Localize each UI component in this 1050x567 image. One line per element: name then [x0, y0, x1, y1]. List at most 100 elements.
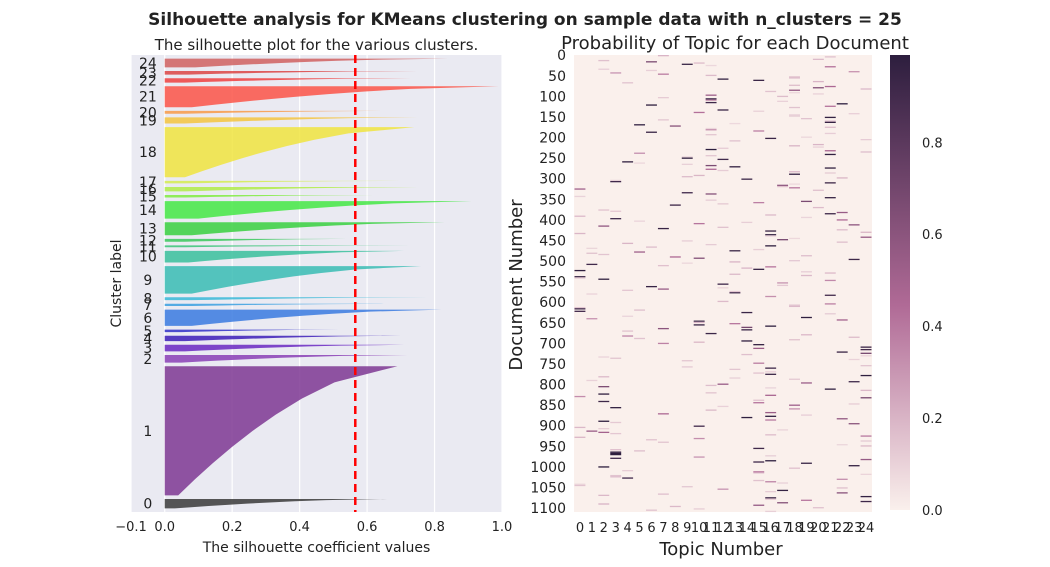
heatmap-cell: [741, 416, 753, 419]
heatmap-cell: [789, 339, 800, 341]
heatmap-cell: [669, 505, 681, 508]
heatmap-cell: [705, 199, 717, 201]
heatmap-cell: [765, 434, 777, 436]
heatmap-cell: [610, 72, 622, 74]
heatmap-x-tick: 18: [786, 521, 803, 536]
cluster-label-7: 7: [143, 298, 152, 314]
heatmap-cell: [848, 403, 860, 405]
heatmap-y-tick: 1050: [530, 481, 566, 497]
heatmap-x-tick: 15: [750, 521, 767, 536]
heatmap-cell: [622, 82, 634, 84]
silhouette-x-tick: −0.1: [115, 520, 147, 535]
heatmap-cell: [705, 155, 717, 157]
heatmap-cell: [753, 201, 765, 204]
heatmap-cell: [824, 279, 836, 282]
cluster-label-17: 17: [139, 175, 157, 191]
heatmap-cell: [586, 430, 598, 432]
heatmap-cell: [789, 408, 800, 410]
heatmap-cell: [765, 510, 777, 513]
heatmap-cell: [586, 263, 598, 266]
heatmap-cell: [634, 152, 646, 154]
cluster-label-20: 20: [139, 105, 157, 121]
heatmap-cell: [789, 305, 800, 308]
cluster-label-3: 3: [143, 341, 152, 357]
heatmap-cell: [622, 335, 634, 337]
heatmap-cell: [717, 226, 729, 228]
heatmap-cell: [860, 236, 872, 238]
heatmap-cell: [610, 449, 622, 451]
heatmap-cell: [657, 327, 669, 330]
heatmap-x-tick: 23: [846, 521, 863, 536]
cluster-label-15: 15: [139, 189, 157, 205]
heatmap-cell: [574, 277, 586, 279]
heatmap-cell: [789, 92, 800, 94]
heatmap-cell: [598, 225, 610, 227]
heatmap-cell: [741, 353, 753, 356]
heatmap-cell: [622, 477, 634, 479]
heatmap-cell: [765, 491, 777, 493]
silhouette-x-tick: 0.2: [222, 520, 243, 535]
cluster-label-0: 0: [143, 497, 152, 513]
heatmap-cell: [729, 261, 741, 263]
heatmap-cell: [574, 395, 586, 398]
heatmap-cell: [657, 441, 669, 443]
heatmap-cell: [777, 489, 789, 492]
heatmap-cell: [574, 195, 586, 198]
heatmap-cell: [860, 138, 872, 141]
silhouette-bar-cluster-6: [164, 309, 442, 326]
heatmap-cell: [800, 136, 812, 138]
heatmap-cell: [717, 203, 729, 205]
heatmap-y-tick: 400: [539, 213, 566, 229]
heatmap-cell: [765, 455, 777, 457]
cluster-label-16: 16: [139, 182, 157, 198]
heatmap-cell: [598, 209, 610, 211]
heatmap-cell: [789, 467, 800, 469]
heatmap-cell: [705, 332, 717, 335]
cluster-label-12: 12: [139, 233, 157, 249]
heatmap-x-tick: 22: [834, 521, 851, 536]
heatmap-cell: [610, 474, 622, 477]
heatmap-cell: [681, 156, 693, 158]
heatmap-cell: [765, 498, 777, 500]
heatmap-cell: [824, 197, 836, 199]
heatmap-cell: [824, 126, 836, 128]
heatmap-cell: [789, 84, 800, 86]
silhouette-bar-cluster-21: [164, 86, 499, 108]
heatmap-cell: [765, 367, 777, 369]
heatmap-cell: [705, 101, 717, 104]
heatmap-cell: [789, 304, 800, 306]
heatmap-cell: [800, 462, 812, 464]
heatmap-cell: [657, 73, 669, 75]
heatmap-x-tick: 12: [715, 521, 732, 536]
heatmap-cell: [574, 232, 586, 235]
heatmap-cell: [681, 486, 693, 488]
heatmap-cell: [824, 172, 836, 174]
heatmap-cell: [860, 231, 872, 233]
heatmap-cell: [669, 256, 681, 258]
heatmap-cell: [753, 268, 765, 270]
heatmap-cell: [574, 188, 586, 190]
heatmap-cell: [824, 120, 836, 122]
heatmap-cell: [836, 351, 848, 353]
heatmap-cell: [574, 276, 586, 278]
heatmap-cell: [765, 419, 777, 421]
heatmap-cell: [777, 282, 789, 284]
heatmap-cells: [574, 55, 872, 513]
heatmap-cell: [657, 264, 669, 267]
heatmap-x-tick: 14: [739, 521, 756, 536]
heatmap-cell: [705, 134, 717, 136]
heatmap-cell: [753, 362, 765, 364]
heatmap-cell: [860, 365, 872, 367]
cluster-label-2: 2: [143, 352, 152, 368]
heatmap-cell: [765, 481, 777, 483]
silhouette-bar-cluster-3: [164, 344, 405, 352]
heatmap-cell: [705, 148, 717, 151]
heatmap-cell: [622, 315, 634, 317]
heatmap-y-tick: 150: [539, 110, 566, 126]
heatmap-x-tick: 0: [576, 521, 584, 536]
heatmap-y-tick: 850: [539, 398, 566, 414]
heatmap-cell: [681, 360, 693, 362]
heatmap-cell: [705, 94, 717, 96]
